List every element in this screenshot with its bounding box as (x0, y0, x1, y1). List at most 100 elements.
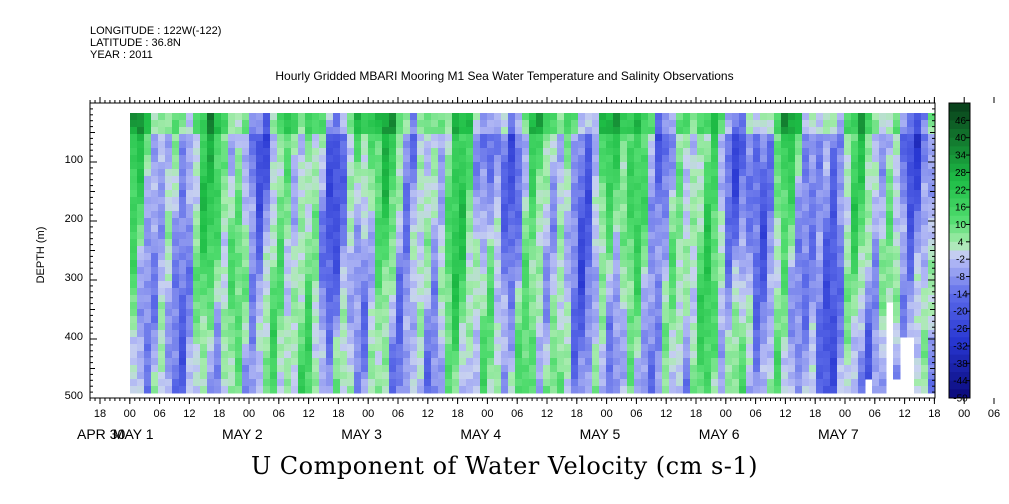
heatmap-cell (564, 379, 572, 387)
heatmap-cell (144, 379, 152, 387)
heatmap-cell (620, 155, 628, 163)
heatmap-cell (837, 344, 845, 352)
heatmap-cell (830, 358, 838, 366)
heatmap-cell (858, 190, 866, 198)
heatmap-cell (928, 295, 935, 303)
heatmap-cell (501, 183, 509, 191)
heatmap-cell (585, 288, 593, 296)
heatmap-cell (312, 225, 320, 233)
heatmap-cell (284, 267, 292, 275)
heatmap-cell (529, 162, 537, 170)
heatmap-cell (543, 162, 551, 170)
heatmap-cell (669, 358, 677, 366)
heatmap-cell (305, 232, 313, 240)
heatmap-cell (529, 134, 537, 142)
heatmap-cell (718, 225, 726, 233)
heatmap-cell (585, 162, 593, 170)
heatmap-cell (333, 379, 341, 387)
heatmap-cell (172, 183, 180, 191)
heatmap-cell (221, 232, 229, 240)
heatmap-cell (291, 169, 299, 177)
heatmap-cell (172, 155, 180, 163)
heatmap-cell (662, 232, 670, 240)
heatmap-cell (732, 337, 740, 345)
heatmap-cell (718, 316, 726, 324)
heatmap-cell (417, 288, 425, 296)
heatmap-cell (410, 330, 418, 338)
heatmap-cell (788, 358, 796, 366)
heatmap-cell (396, 183, 404, 191)
heatmap-cell (291, 239, 299, 247)
heatmap-cell (802, 176, 810, 184)
heatmap-cell (193, 253, 201, 261)
heatmap-cell (746, 134, 754, 142)
x-hour-label: 06 (273, 408, 285, 420)
heatmap-cell (438, 386, 446, 394)
heatmap-cell (669, 141, 677, 149)
heatmap-cell (823, 239, 831, 247)
heatmap-cell (494, 120, 502, 128)
heatmap-cell (508, 120, 516, 128)
heatmap-cell (627, 134, 635, 142)
heatmap-cell (809, 337, 817, 345)
heatmap-cell (592, 295, 600, 303)
heatmap-cell (424, 267, 432, 275)
heatmap-cell (326, 197, 334, 205)
heatmap-cell (641, 309, 649, 317)
heatmap-cell (690, 134, 698, 142)
heatmap-cell (732, 372, 740, 380)
heatmap-cell (130, 169, 138, 177)
heatmap-cell (207, 176, 215, 184)
heatmap-cell (872, 358, 880, 366)
heatmap-cell (263, 127, 271, 135)
heatmap-cell (613, 239, 621, 247)
heatmap-cell (172, 218, 180, 226)
heatmap-cell (599, 337, 607, 345)
heatmap-cell (725, 358, 733, 366)
heatmap-cell (704, 148, 712, 156)
heatmap-cell (193, 267, 201, 275)
heatmap-cell (270, 253, 278, 261)
heatmap-cell (529, 260, 537, 268)
heatmap-cell (207, 232, 215, 240)
heatmap-cell (228, 155, 236, 163)
heatmap-cell (578, 148, 586, 156)
heatmap-cell (613, 302, 621, 310)
heatmap-cell (606, 204, 614, 212)
heatmap-cell (613, 113, 621, 121)
heatmap-cell (844, 302, 852, 310)
heatmap-cell (137, 316, 145, 324)
heatmap-cell (669, 155, 677, 163)
heatmap-cell (676, 253, 684, 261)
heatmap-cell (690, 253, 698, 261)
heatmap-cell (354, 330, 362, 338)
heatmap-cell (186, 155, 194, 163)
heatmap-cell (620, 330, 628, 338)
heatmap-cell (613, 155, 621, 163)
heatmap-cell (494, 225, 502, 233)
heatmap-cell (634, 211, 642, 219)
heatmap-cell (277, 337, 285, 345)
heatmap-cell (746, 309, 754, 317)
heatmap-cell (480, 260, 488, 268)
heatmap-cell (543, 330, 551, 338)
heatmap-cell (557, 218, 565, 226)
heatmap-cell (340, 211, 348, 219)
heatmap-cell (802, 267, 810, 275)
heatmap-cell (648, 288, 656, 296)
heatmap-cell (851, 239, 859, 247)
heatmap-cell (312, 267, 320, 275)
heatmap-cell (865, 113, 873, 121)
heatmap-cell (368, 372, 376, 380)
heatmap-cell (893, 323, 901, 331)
heatmap-cell (795, 239, 803, 247)
heatmap-cell (711, 330, 719, 338)
heatmap-cell (788, 309, 796, 317)
heatmap-cell (816, 253, 824, 261)
heatmap-cell (781, 337, 789, 345)
heatmap-cell (340, 218, 348, 226)
heatmap-cell (214, 386, 222, 394)
heatmap-cell (872, 274, 880, 282)
heatmap-cell (452, 225, 460, 233)
heatmap-cell (641, 379, 649, 387)
